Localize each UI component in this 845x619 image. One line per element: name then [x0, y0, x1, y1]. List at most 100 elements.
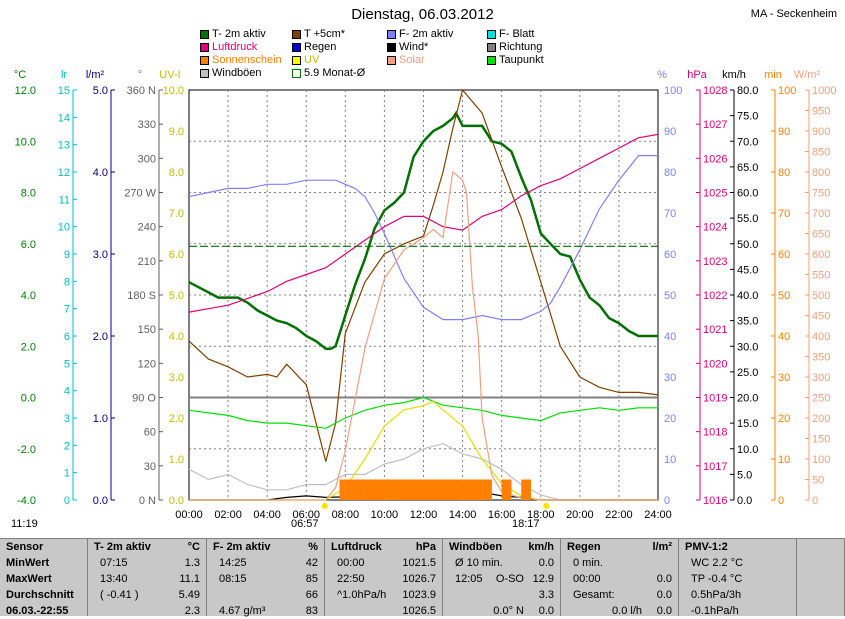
stats-cell: 11.1 [179, 573, 200, 585]
series-sonnenschein-bar [384, 479, 404, 500]
series-f-2m-aktiv [188, 155, 658, 321]
hum-axis-tick-label: 50 [664, 290, 676, 302]
dir-axis-tick-label: 210 [138, 256, 156, 268]
leaf-axis-tick-label: 6 [64, 331, 70, 343]
stats-column: Luftdruck hPa 00:00 1021.5 22:50 1026.7 ^1.0hP… [325, 539, 443, 619]
stats-cell: 0 min. [573, 557, 603, 569]
solar-axis-tick-label: 950 [812, 106, 830, 118]
leaf-axis-tick-label: 2 [64, 440, 70, 452]
time-tick-label: 00:00 [175, 509, 203, 521]
solar-axis-tick-label: 500 [812, 290, 830, 302]
series-sonnenschein-bar [521, 479, 531, 500]
legend-item: T +5cm* [292, 28, 345, 40]
stats-row: 1026.5 [325, 603, 442, 619]
axis-header: UV-I [159, 69, 180, 81]
solar-axis-tick-label: 0 [812, 495, 818, 507]
dir-axis-tick-label: 300 [138, 153, 156, 165]
stats-cell: 0.0° N [493, 605, 524, 617]
dir-axis-tick-label: 360 N [127, 85, 156, 97]
solar-axis-tick-label: 150 [812, 434, 830, 446]
legend-swatch [387, 42, 396, 52]
dir-axis-tick-label: 90 O [132, 393, 156, 405]
hum-axis-tick-label: 20 [664, 413, 676, 425]
time-tick-label: 08:00 [332, 509, 360, 521]
leaf-axis-tick-label: 12 [58, 167, 70, 179]
solar-axis-tick-label: 50 [812, 475, 824, 487]
hum-axis-tick-label: 40 [664, 331, 676, 343]
stats-row [797, 571, 844, 587]
press-axis-tick-label: 1022 [703, 290, 727, 302]
stats-cell: 12:05 [455, 573, 483, 585]
stats-column: F- 2m aktiv% 14:25 42 08:15 85 66 4.67 g/m³ 83 [207, 539, 325, 617]
sunrise-label: 06:57 [291, 518, 319, 530]
stats-cell: Durchschnitt [6, 589, 74, 601]
press-axis-tick-label: 1025 [703, 188, 727, 200]
stats-cell: 00:00 [573, 573, 601, 585]
leaf-axis-tick-label: 5 [64, 358, 70, 370]
stats-cell: 0.0 [656, 605, 672, 617]
legend-label: Wind* [399, 41, 429, 53]
legend-swatch [200, 29, 209, 39]
solar-axis-tick-label: 800 [812, 167, 830, 179]
stats-cell: 0.0 [538, 605, 554, 617]
stats-column: T- 2m aktiv °C 07:15 1.3 13:40 11.1 ( -0.41 ) 5… [88, 539, 207, 617]
legend-item: Wind* [387, 41, 428, 53]
temp-axis-tick-label: 0.0 [21, 393, 36, 405]
stats-row: 06.03.-22:55 [0, 603, 87, 619]
leaf-axis-tick-label: 1 [64, 468, 70, 480]
stats-cell: 85 [305, 573, 318, 585]
stats-row [797, 587, 844, 603]
stats-cell: O-SO [495, 573, 524, 585]
time-tick-label: 04:00 [253, 509, 281, 521]
uv-axis-tick-label: 10.0 [163, 85, 184, 97]
time-tick-label: 22:00 [605, 509, 633, 521]
stats-cell: 12.9 [532, 573, 554, 585]
legend-label: Richtung [499, 41, 543, 53]
stats-cell: hPa [415, 541, 436, 553]
dir-axis-tick-label: 150 [138, 324, 156, 336]
legend-item: Richtung [487, 41, 542, 53]
stats-cell: MaxWert [6, 573, 52, 585]
uv-axis-tick-label: 7.0 [169, 208, 184, 220]
wind-axis-tick-label: 45.0 [737, 264, 758, 276]
stats-row: 0.0 l/h 0.0 [561, 603, 678, 619]
wind-axis-tick-label: 80.0 [737, 85, 758, 97]
stats-row: 66 [207, 587, 324, 603]
stats-row: Gesamt: 0.0 [561, 587, 678, 603]
dir-axis-tick-label: 180 S [127, 290, 156, 302]
wind-axis-tick-label: 10.0 [737, 444, 758, 456]
legend-item: UV [292, 54, 319, 66]
legend-label: Solar [399, 54, 425, 66]
stats-column: Windböen km/h Ø 10 min. 0.0 12:05 O-SO 12.9 3.3… [443, 539, 561, 619]
hum-axis-tick-label: 60 [664, 249, 676, 261]
legend-label: T +5cm* [304, 28, 346, 40]
legend-swatch [292, 55, 301, 65]
stats-cell: Ø 10 min. [455, 557, 503, 569]
stats-row: MaxWert [0, 571, 87, 587]
stats-row: 08:15 85 [207, 571, 324, 587]
legend-swatch [487, 55, 496, 65]
press-axis-tick-label: 1024 [703, 222, 727, 234]
legend-item: Luftdruck [200, 41, 257, 53]
stats-header: PMV-1:2 [679, 539, 796, 555]
legend-label: Luftdruck [212, 41, 258, 53]
stats-row: 0.0° N 0.0 [443, 603, 560, 619]
dir-axis-tick-label: 270 W [124, 188, 156, 200]
press-axis-tick-label: 1028 [703, 85, 727, 97]
uv-axis-tick-label: 8.0 [169, 167, 184, 179]
legend-label: UV [304, 54, 320, 66]
stats-cell: °C [187, 541, 200, 553]
series-t-5cm [188, 88, 659, 462]
stats-cell: 0.0 l/h [612, 605, 642, 617]
solar-axis-tick-label: 700 [812, 208, 830, 220]
solar-axis-tick-label: 200 [812, 413, 830, 425]
stats-row: 07:15 1.3 [88, 555, 206, 571]
wind-axis-tick-label: 5.0 [737, 469, 752, 481]
dir-axis-tick-label: 120 [138, 358, 156, 370]
leaf-axis-tick-label: 0 [64, 495, 70, 507]
axis-header: hPa [687, 69, 707, 81]
time-tick-label: 02:00 [214, 509, 242, 521]
wind-axis-tick-label: 75.0 [737, 111, 758, 123]
stats-cell: 66 [305, 589, 318, 601]
stats-row: MinWert [0, 555, 87, 571]
